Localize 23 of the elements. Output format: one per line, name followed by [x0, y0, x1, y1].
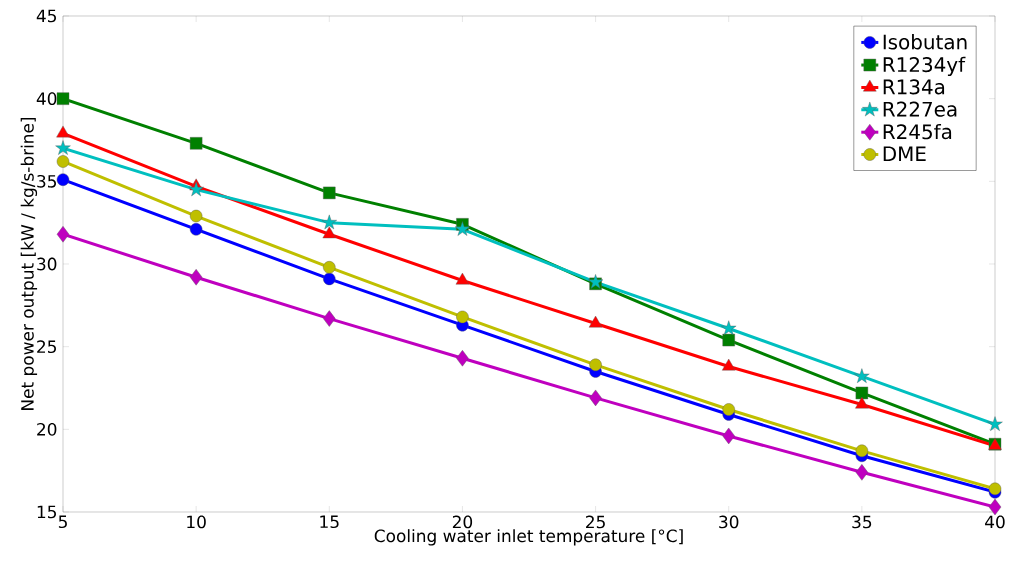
legend-label: R1234yf — [883, 56, 966, 77]
x-tick-label: 5 — [58, 515, 67, 529]
legend-label: R227ea — [883, 101, 957, 117]
y-tick-label: 35 — [37, 174, 56, 188]
x-tick-label: 15 — [320, 515, 339, 529]
x-tick-label: 20 — [452, 515, 473, 529]
x-tick-label: 40 — [985, 515, 1005, 529]
y-tick-label: 30 — [37, 257, 57, 271]
legend-label: R245fa — [883, 123, 952, 140]
x-tick-label: 30 — [719, 515, 739, 529]
y-tick-label: 15 — [37, 505, 56, 519]
y-axis-title: Net power output [kW / kg/s-brine] — [20, 117, 38, 410]
x-tick-label: 10 — [187, 515, 206, 529]
x-axis-title: Cooling water inlet temperature [°C] — [374, 529, 683, 546]
y-tick-label: 40 — [36, 92, 57, 106]
y-tick-label: 20 — [37, 422, 57, 436]
x-tick-label: 25 — [586, 515, 605, 529]
legend-label: Isobutan — [883, 34, 967, 50]
x-tick-label: 35 — [852, 515, 872, 529]
legend-label: R134a — [883, 79, 945, 95]
y-tick-label: 45 — [36, 9, 56, 23]
y-tick-label: 25 — [37, 340, 56, 354]
legend-label: DME — [883, 146, 926, 162]
